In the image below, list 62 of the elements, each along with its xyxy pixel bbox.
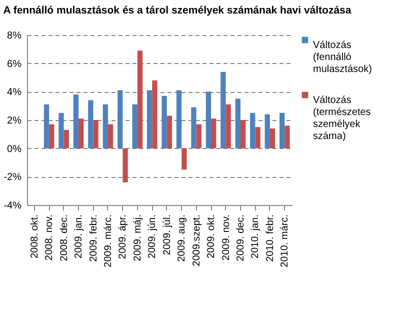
bar xyxy=(152,80,158,148)
x-tick-label: 2009. máj. xyxy=(132,214,144,262)
bar xyxy=(206,92,212,148)
x-tick-label: 2009. jan. xyxy=(74,214,85,258)
bar xyxy=(44,104,50,148)
bar xyxy=(93,120,98,148)
bar xyxy=(64,130,69,148)
y-tick-label: 0% xyxy=(7,144,22,155)
bar xyxy=(146,90,152,148)
bar xyxy=(226,104,231,148)
x-tick-label: 2009. nov. xyxy=(220,214,232,260)
bar xyxy=(240,120,246,148)
bar xyxy=(122,148,128,182)
bar xyxy=(102,104,108,148)
bar xyxy=(235,98,240,148)
y-tick-label: -4% xyxy=(4,200,22,212)
bar xyxy=(118,90,123,148)
bar xyxy=(132,104,138,148)
legend-label: Változás (természetes személyek száma) xyxy=(313,95,371,142)
bar xyxy=(264,114,270,148)
bar xyxy=(284,126,290,148)
x-tick-label: 2009. júl. xyxy=(162,214,173,256)
legend-label: Változás (fennálló mulasztások) xyxy=(313,40,372,75)
x-tick-label: 2009. okt. xyxy=(206,214,218,258)
bar xyxy=(78,118,84,148)
bar xyxy=(279,112,285,148)
bar xyxy=(49,124,54,148)
x-tick-label: 2008. dec. xyxy=(58,214,70,262)
bar xyxy=(176,90,182,148)
x-tick-label: 2009. aug. xyxy=(176,214,188,262)
bar xyxy=(182,148,187,170)
bar xyxy=(166,116,172,148)
bar xyxy=(250,112,256,148)
bar xyxy=(162,96,167,148)
bar xyxy=(58,112,64,148)
bar xyxy=(196,124,202,148)
y-tick-label: 6% xyxy=(7,58,22,70)
bar xyxy=(88,100,94,148)
x-tick-label: 2009. márc. xyxy=(102,214,114,268)
bar xyxy=(270,128,276,148)
chart-title: A fennálló mulasztások és a tárol személyek számának havi változása xyxy=(3,4,352,16)
x-tick-label: 2009. dec. xyxy=(235,214,246,262)
x-tick-label: 2008. nov. xyxy=(44,214,56,260)
x-tick-label: 2010. márc. xyxy=(280,214,291,268)
x-tick-label: 2008. okt. xyxy=(29,214,40,258)
bar xyxy=(73,94,79,148)
bar xyxy=(191,107,196,148)
y-tick-label: 8% xyxy=(7,30,22,42)
x-tick-label: 2009.szept. xyxy=(191,214,202,266)
x-tick-label: 2009. ápr. xyxy=(118,214,129,259)
x-tick-label: 2010. jan. xyxy=(250,214,262,258)
bar xyxy=(108,124,114,148)
bar xyxy=(255,127,260,148)
bar xyxy=(211,118,216,148)
x-tick-label: 2009. jún. xyxy=(147,214,158,258)
bar xyxy=(137,50,143,148)
y-tick-label: -2% xyxy=(4,172,22,184)
y-tick-label: 2% xyxy=(7,116,22,126)
x-tick-label: 2009. febr. xyxy=(88,214,100,262)
y-tick-label: 4% xyxy=(7,87,22,98)
bar xyxy=(220,72,226,148)
x-tick-label: 2010. febr. xyxy=(264,214,276,262)
